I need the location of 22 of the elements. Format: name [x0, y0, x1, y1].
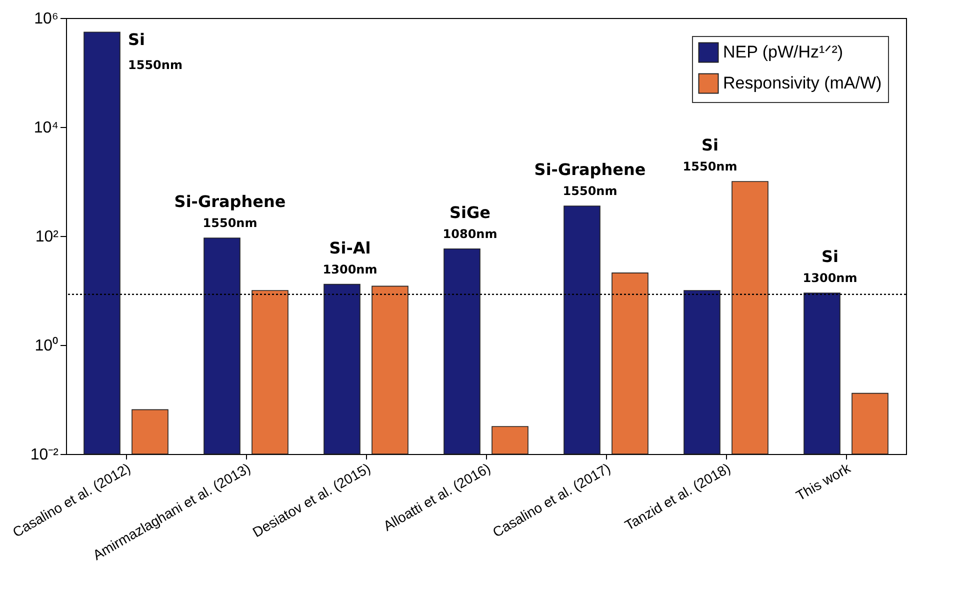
annotation: Si — [821, 246, 839, 266]
annotation: SiGe — [450, 202, 491, 222]
annotation: Si-Graphene — [174, 192, 286, 211]
annotation: Si — [128, 30, 146, 50]
annotation: Si — [701, 136, 719, 154]
annotation: 1300nm — [322, 262, 378, 276]
y-tick-label: 10⁴ — [34, 120, 59, 136]
annotation: Si-Al — [329, 238, 371, 258]
annotation: 1080nm — [442, 226, 498, 241]
annotation: 1300nm — [802, 270, 858, 285]
y-tick-label: 10⁰ — [34, 336, 58, 354]
annotation: 1550nm — [562, 184, 618, 198]
y-tick-label: 10⁻² — [30, 446, 60, 464]
legend-label: Responsivity (mA/W) — [723, 74, 882, 92]
y-tick-label: 10⁶ — [34, 10, 58, 28]
annotation: Si-Graphene — [534, 160, 646, 180]
y-tick-label: 10² — [35, 228, 60, 246]
x-tick-label: This work — [793, 459, 854, 504]
annotation: 1550nm — [202, 216, 258, 230]
annotation: 1550nm — [682, 160, 738, 174]
legend-label: NEP (pW/Hz¹ᐟ²) — [723, 42, 844, 62]
annotation: 1550nm — [128, 58, 182, 72]
